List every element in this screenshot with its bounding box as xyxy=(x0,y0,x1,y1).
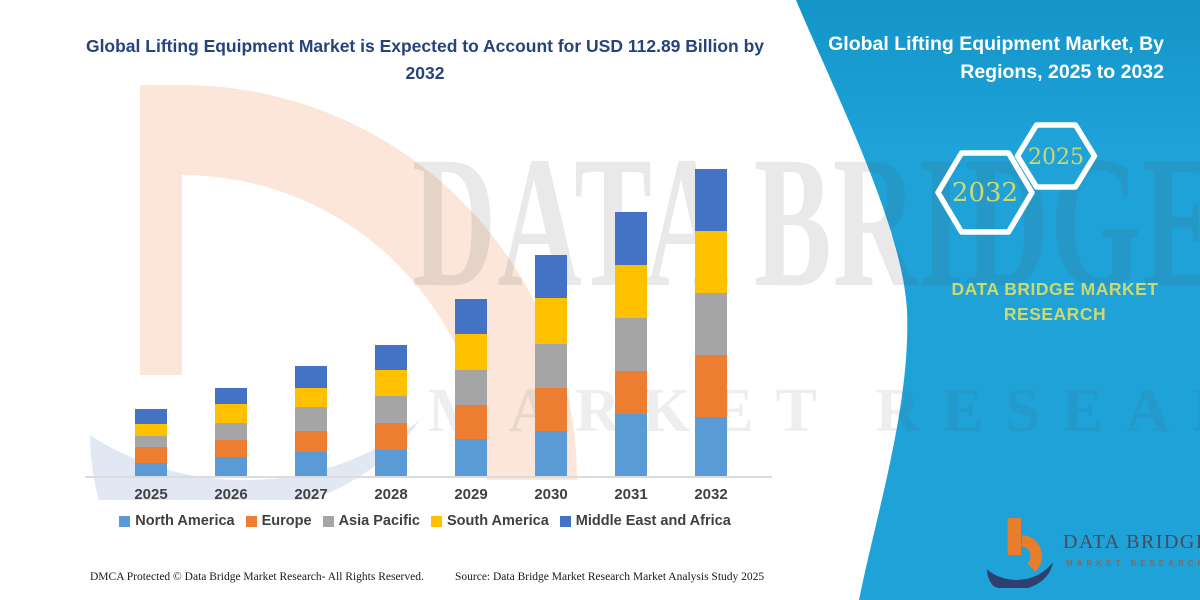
bar-2026-segment-south-america xyxy=(215,403,247,423)
bar-2025-segment-south-america xyxy=(135,424,167,436)
brand-text-line1: DATA BRIDGE MARKET xyxy=(951,279,1159,299)
bar-2030-segment-middle-east-and-africa xyxy=(535,255,567,299)
bar-2030-segment-europe xyxy=(535,387,567,432)
x-axis-label-2032: 2032 xyxy=(694,486,728,503)
bar-2026 xyxy=(215,388,247,476)
x-axis-label-2031: 2031 xyxy=(614,486,648,503)
bar-2031 xyxy=(615,212,647,476)
bar-2029-segment-asia-pacific xyxy=(455,370,487,405)
legend-swatch-north-america xyxy=(119,515,131,527)
x-axis-label-2028: 2028 xyxy=(374,486,408,503)
bar-2029-segment-north-america xyxy=(455,439,487,476)
bar-2029-segment-europe xyxy=(455,404,487,439)
bar-2029-segment-middle-east-and-africa xyxy=(455,299,487,335)
x-axis-label-2025: 2025 xyxy=(134,486,168,503)
bar-2030-segment-north-america xyxy=(535,431,567,476)
bar-2026-segment-middle-east-and-africa xyxy=(215,388,247,404)
bar-2027 xyxy=(295,366,327,476)
x-axis-line xyxy=(85,476,772,478)
sidebar-title: Global Lifting Equipment Market, By Regi… xyxy=(828,33,1164,84)
bar-2028-segment-north-america xyxy=(375,450,407,476)
bar-2027-segment-south-america xyxy=(295,387,327,408)
dbmr-logo-subtitle: MARKET RESEARCH xyxy=(1066,559,1200,568)
bar-2025-segment-north-america xyxy=(135,463,167,476)
bar-2027-segment-north-america xyxy=(295,451,327,476)
bar-2028-segment-south-america xyxy=(375,369,407,396)
legend-label-north-america: North America xyxy=(135,513,235,529)
watermark-logo-stem xyxy=(140,85,182,375)
legend-item-south-america: South America xyxy=(431,513,549,529)
brand-text: DATA BRIDGE MARKET RESEARCH xyxy=(930,277,1180,328)
bar-2025-segment-asia-pacific xyxy=(135,435,167,448)
legend-item-europe: Europe xyxy=(245,513,312,529)
bar-2029 xyxy=(455,299,487,476)
footer-source-text: Source: Data Bridge Market Research Mark… xyxy=(455,571,765,583)
dbmr-logo-bowl xyxy=(1021,535,1042,572)
bars-row xyxy=(85,166,765,476)
watermark-logo-swoosh xyxy=(90,420,420,500)
legend-swatch-europe xyxy=(245,515,257,527)
x-axis-labels: 2025 2026 2027 2028 2029 2030 2031 2032 xyxy=(85,486,765,503)
dbmr-logo-stem xyxy=(1007,518,1021,556)
sidebar-panel-shape xyxy=(796,0,1200,600)
bar-2027-segment-middle-east-and-africa xyxy=(295,366,327,388)
bar-2025-segment-middle-east-and-africa xyxy=(135,409,167,425)
x-axis-label-2029: 2029 xyxy=(454,486,488,503)
bar-2031-segment-middle-east-and-africa xyxy=(615,212,647,266)
bar-2025 xyxy=(135,409,167,476)
bar-2026-segment-europe xyxy=(215,439,247,458)
bar-2032-segment-asia-pacific xyxy=(695,292,727,355)
bar-2030-segment-south-america xyxy=(535,298,567,345)
bar-2032-segment-south-america xyxy=(695,230,727,293)
bar-2031-segment-north-america xyxy=(615,414,647,476)
page-title: Global Lifting Equipment Market is Expec… xyxy=(85,36,765,84)
bar-2032-segment-europe xyxy=(695,354,727,417)
x-axis-label-2027: 2027 xyxy=(294,486,328,503)
hexagon-2025-label: 2025 xyxy=(1028,145,1084,170)
bar-2030-segment-asia-pacific xyxy=(535,344,567,388)
legend-item-asia-pacific: Asia Pacific xyxy=(322,513,420,529)
chart-legend: North America Europe Asia Pacific South Ame… xyxy=(85,513,765,529)
legend-swatch-middle-east-and-africa xyxy=(559,515,571,527)
bar-2027-segment-asia-pacific xyxy=(295,407,327,432)
legend-label-south-america: South America xyxy=(447,513,549,529)
bar-2031-segment-asia-pacific xyxy=(615,317,647,371)
legend-label-middle-east-and-africa: Middle East and Africa xyxy=(575,513,731,529)
brand-text-line2: RESEARCH xyxy=(1003,304,1107,325)
bar-2031-segment-europe xyxy=(615,370,647,415)
bar-2030 xyxy=(535,255,567,476)
legend-swatch-south-america xyxy=(431,515,442,527)
bar-2028-segment-asia-pacific xyxy=(375,395,407,423)
hexagon-2032-label: 2032 xyxy=(952,178,1018,208)
legend-item-north-america: North America xyxy=(119,513,235,529)
x-axis-label-2030: 2030 xyxy=(534,486,568,503)
bar-2028-segment-europe xyxy=(375,422,407,451)
legend-label-europe: Europe xyxy=(261,513,312,529)
dbmr-logo-title: DATA BRIDGE xyxy=(1063,531,1200,553)
bar-2029-segment-south-america xyxy=(455,334,487,371)
bar-2028 xyxy=(375,345,407,476)
hexagon-2025-shape xyxy=(1014,122,1098,190)
bar-2031-segment-south-america xyxy=(615,265,647,318)
bar-2026-segment-asia-pacific xyxy=(215,422,247,440)
hexagon-badges: 2032 2025 xyxy=(935,122,1098,235)
bar-2028-segment-middle-east-and-africa xyxy=(375,345,407,370)
bar-2026-segment-north-america xyxy=(215,457,247,476)
bar-2032-segment-middle-east-and-africa xyxy=(695,169,727,231)
bar-2025-segment-europe xyxy=(135,447,167,464)
dbmr-logo-swoosh xyxy=(987,562,1053,588)
legend-label-asia-pacific: Asia Pacific xyxy=(338,513,420,529)
dbmr-logo-icon xyxy=(987,518,1053,588)
x-axis-label-2026: 2026 xyxy=(214,486,248,503)
bar-2032 xyxy=(695,169,727,476)
legend-swatch-asia-pacific xyxy=(322,515,334,527)
bar-2027-segment-europe xyxy=(295,431,327,452)
legend-item-middle-east-and-africa: Middle East and Africa xyxy=(559,513,731,529)
hexagon-2032-shape xyxy=(935,150,1035,235)
bar-2032-segment-north-america xyxy=(695,416,727,476)
footer-dmca-text: DMCA Protected © Data Bridge Market Rese… xyxy=(90,571,424,583)
